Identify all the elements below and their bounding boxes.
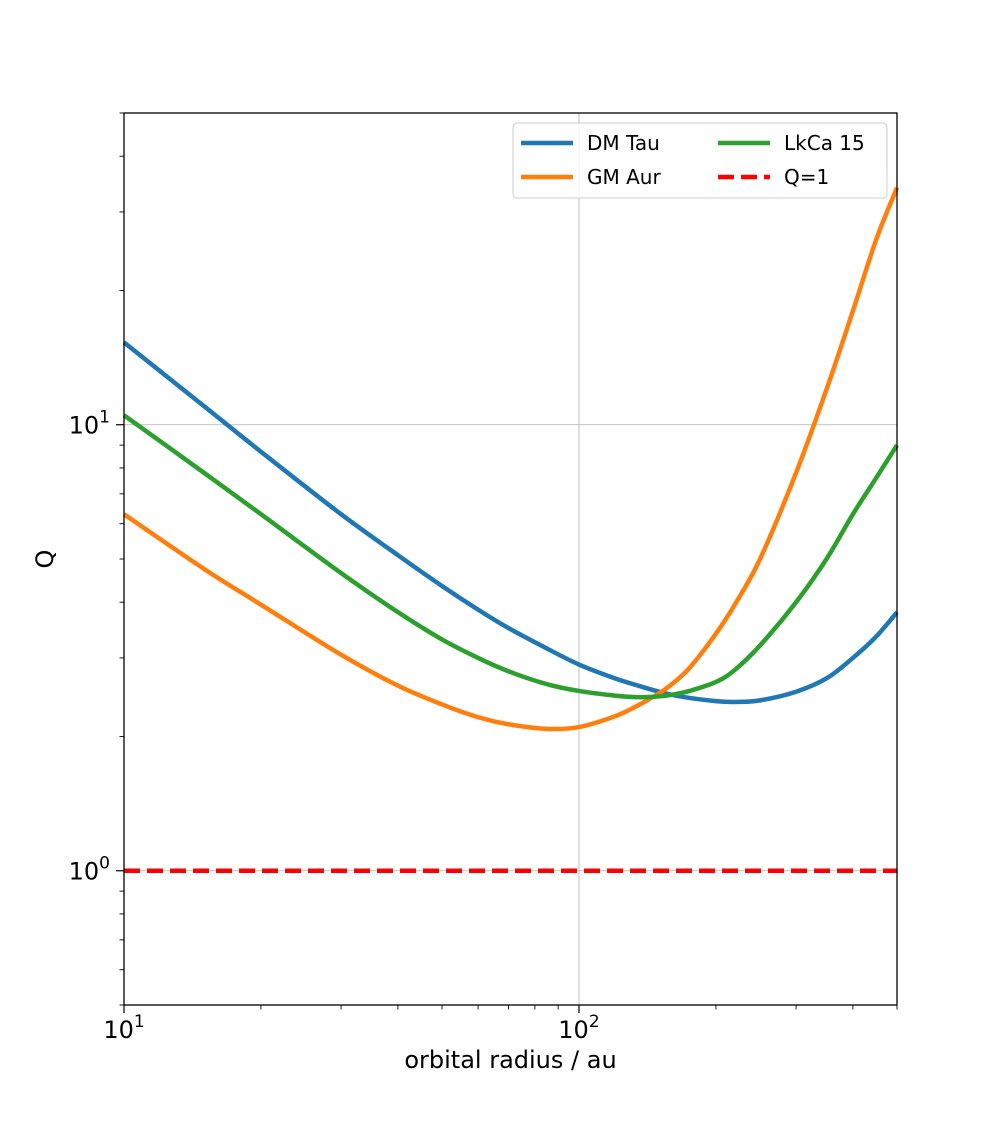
x-tick-label-1: 102	[558, 1012, 599, 1044]
legend-box	[512, 122, 888, 199]
legend-label-dm-tau: DM Tau	[587, 131, 660, 155]
legend-label-lkca-15: LkCa 15	[784, 131, 865, 155]
x-tick-label-0: 101	[103, 1012, 144, 1044]
x-axis: 101 102	[103, 1005, 898, 1044]
y-axis-title: Q	[31, 550, 59, 569]
x-axis-title: orbital radius / au	[404, 1046, 616, 1074]
y-axis: 100 101	[69, 112, 124, 1006]
y-tick-label-1: 101	[69, 408, 110, 440]
series-lines	[122, 186, 900, 873]
series-line-lkca-15	[122, 413, 899, 700]
series-line-gm-aur	[122, 186, 900, 732]
legend: DM Tau GM Aur LkCa 15 Q=1	[512, 122, 888, 199]
legend-label-gm-aur: GM Aur	[587, 165, 661, 189]
legend-label-q-1: Q=1	[784, 165, 829, 189]
y-tick-label-0: 100	[69, 854, 110, 886]
series-line-dm-tau	[122, 340, 899, 705]
